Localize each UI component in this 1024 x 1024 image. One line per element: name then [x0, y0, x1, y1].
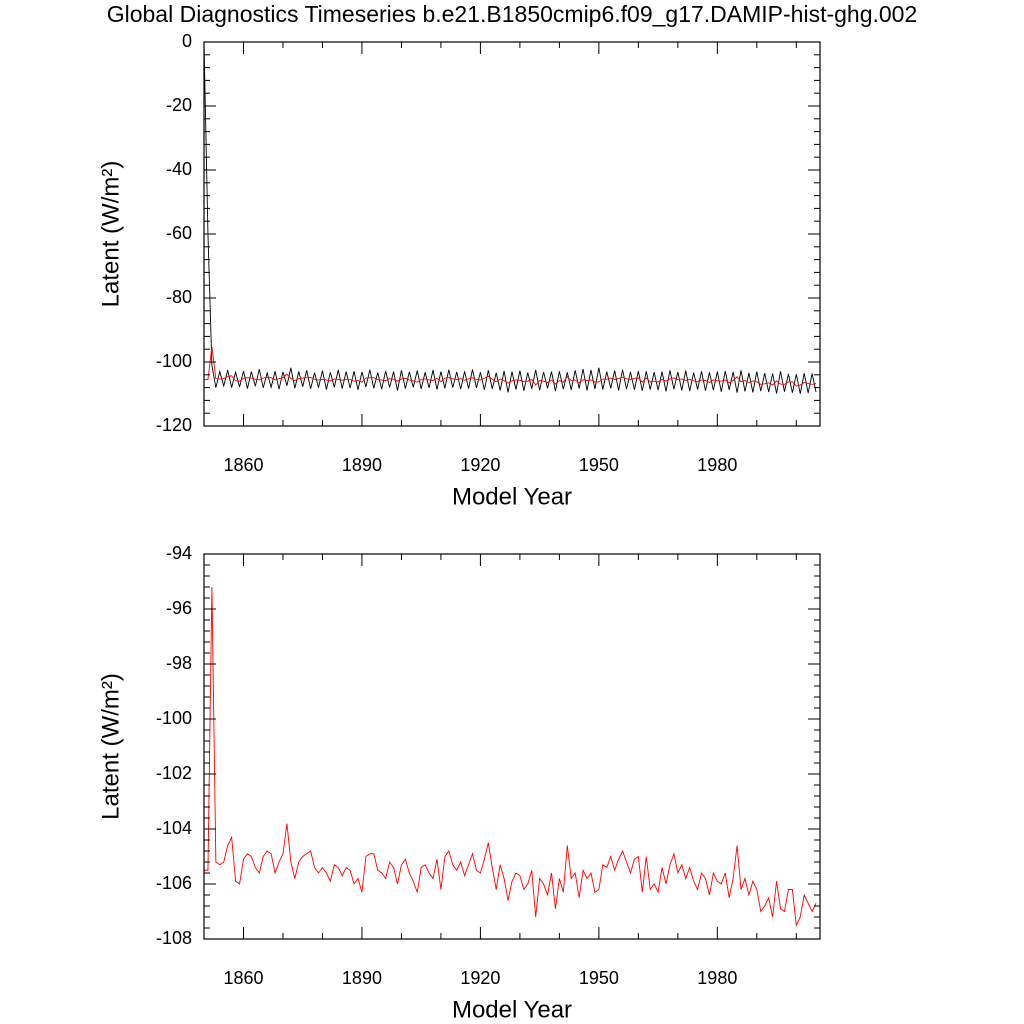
chart-title: Global Diagnostics Timeseries b.e21.B185… — [107, 1, 918, 27]
y-tick-label: -60 — [166, 223, 192, 243]
y-axis-label: Latent (W/m²) — [97, 161, 124, 308]
y-tick-label: -96 — [166, 598, 192, 618]
x-tick-label: 1980 — [697, 455, 737, 475]
y-tick-label: -20 — [166, 95, 192, 115]
x-tick-label: 1950 — [579, 968, 619, 988]
y-tick-label: 0 — [182, 31, 192, 51]
x-tick-label: 1890 — [342, 968, 382, 988]
x-axis-label: Model Year — [452, 483, 572, 510]
x-tick-label: 1980 — [697, 968, 737, 988]
x-tick-label: 1860 — [223, 455, 263, 475]
y-tick-label: -80 — [166, 287, 192, 307]
x-tick-label: 1920 — [460, 968, 500, 988]
y-tick-label: -120 — [156, 415, 192, 435]
y-tick-label: -98 — [166, 653, 192, 673]
y-tick-label: -100 — [156, 351, 192, 371]
x-tick-label: 1890 — [342, 455, 382, 475]
x-tick-label: 1920 — [460, 455, 500, 475]
plot-frame — [203, 41, 821, 427]
y-tick-label: -102 — [156, 763, 192, 783]
y-tick-label: -40 — [166, 159, 192, 179]
x-tick-label: 1860 — [223, 968, 263, 988]
x-axis-label: Model Year — [452, 996, 572, 1023]
y-tick-label: -100 — [156, 708, 192, 728]
series-line — [204, 586, 817, 927]
y-tick-label: -104 — [156, 818, 192, 838]
y-tick-label: -108 — [156, 928, 192, 948]
y-tick-label: -106 — [156, 873, 192, 893]
series-line — [204, 346, 817, 387]
plot-frame — [203, 553, 821, 940]
x-tick-label: 1950 — [579, 455, 619, 475]
y-tick-label: -94 — [166, 543, 192, 563]
y-axis-label: Latent (W/m²) — [97, 673, 124, 820]
series-line — [203, 41, 817, 394]
